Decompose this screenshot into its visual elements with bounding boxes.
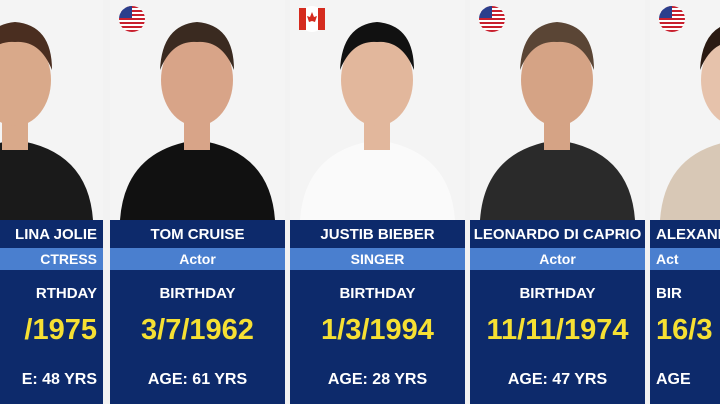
photo-placeholder	[0, 0, 103, 220]
person-role: Act	[650, 248, 720, 270]
flag	[112, 5, 152, 38]
person-card: ALEXANDAct BIR 16/3 AGE	[650, 0, 720, 404]
photo-placeholder	[290, 0, 465, 220]
photo-placeholder	[110, 0, 285, 220]
person-name: TOM CRUISE	[110, 220, 285, 248]
person-name: LEONARDO DI CAPRIO	[470, 220, 645, 248]
flag	[292, 5, 332, 38]
flag-canada	[299, 6, 325, 32]
birth-date: /1975	[24, 314, 97, 346]
flag-us	[119, 6, 145, 32]
person-name: JUSTIB BIEBER	[290, 220, 465, 248]
flag	[472, 5, 512, 38]
person-photo	[470, 0, 645, 220]
person-role: Actor	[110, 248, 285, 270]
birthday-label: BIRTHDAY	[159, 285, 236, 302]
flag-us	[659, 6, 685, 32]
birth-date: 1/3/1994	[321, 314, 434, 346]
age-label: AGE: 47 YRS	[507, 371, 608, 388]
person-name: LINA JOLIE	[0, 220, 103, 248]
photo-placeholder	[650, 0, 720, 220]
birthday-label: RTHDAY	[35, 285, 97, 302]
birthday-label: BIRTHDAY	[339, 285, 416, 302]
person-photo	[110, 0, 285, 220]
flag	[652, 5, 692, 38]
person-name: ALEXAND	[650, 220, 720, 248]
birthday-label: BIRTHDAY	[519, 285, 596, 302]
age-label: AGE: 28 YRS	[327, 371, 428, 388]
age-label: E: 48 YRS	[21, 371, 97, 388]
info-panel: BIRTHDAY 11/11/1974 AGE: 47 YRS	[470, 270, 645, 404]
person-photo	[290, 0, 465, 220]
info-panel: BIRTHDAY 3/7/1962 AGE: 61 YRS	[110, 270, 285, 404]
person-role: SINGER	[290, 248, 465, 270]
birth-date: 3/7/1962	[141, 314, 254, 346]
birth-date: 16/3	[656, 314, 713, 346]
age-label: AGE	[656, 371, 691, 388]
birth-date: 11/11/1974	[486, 314, 629, 346]
person-role: CTRESS	[0, 248, 103, 270]
info-panel: RTHDAY/1975 E: 48 YRS	[0, 270, 103, 404]
person-photo	[650, 0, 720, 220]
flag-us	[479, 6, 505, 32]
photo-placeholder	[470, 0, 645, 220]
person-card: LEONARDO DI CAPRIO Actor BIRTHDAY 11/11/197…	[470, 0, 645, 404]
age-label: AGE: 61 YRS	[147, 371, 248, 388]
person-card: JUSTIB BIEBER SINGER BIRTHDAY 1/3/1994 AGE: …	[290, 0, 465, 404]
info-panel: BIRTHDAY 1/3/1994 AGE: 28 YRS	[290, 270, 465, 404]
person-photo	[0, 0, 103, 220]
person-card: TOM CRUISE Actor BIRTHDAY 3/7/1962 AGE: 61 Y…	[110, 0, 285, 404]
birthday-label: BIR	[656, 285, 682, 302]
person-role: Actor	[470, 248, 645, 270]
info-panel: BIR 16/3 AGE	[650, 270, 720, 404]
person-card: LINA JOLIE CTRESS RTHDAY/1975 E: 48 YRS	[0, 0, 103, 404]
